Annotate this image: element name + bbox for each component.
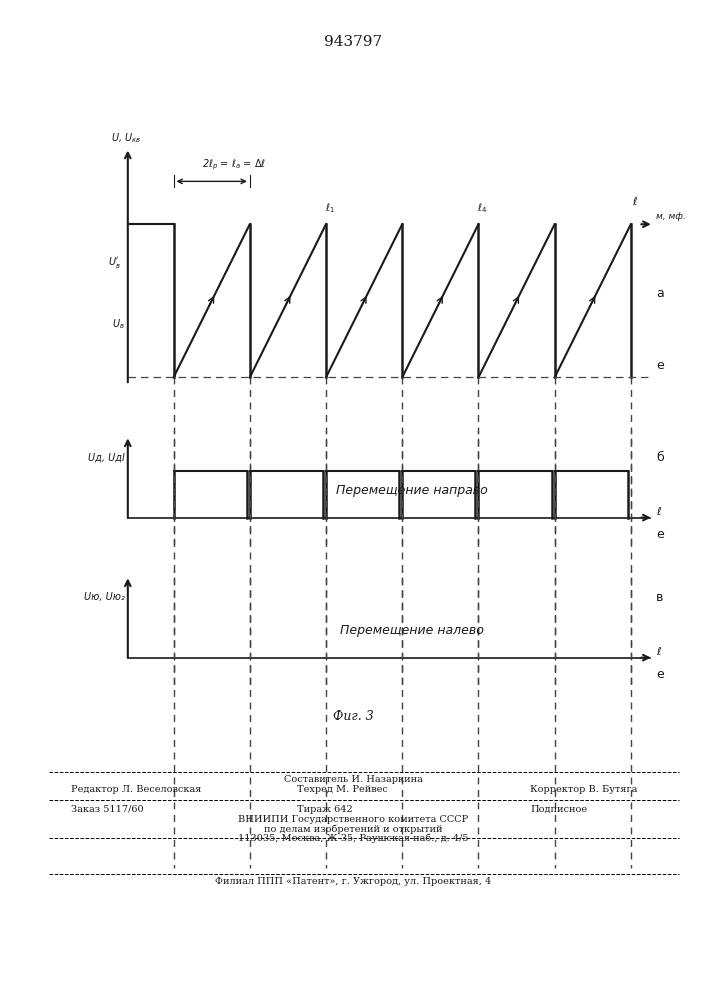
Text: U, U$_{кв}$: U, U$_{кв}$ — [111, 131, 141, 145]
Text: 2$\ell_р$ = $\ell_а$ = $\Delta\ell$: 2$\ell_р$ = $\ell_а$ = $\Delta\ell$ — [202, 158, 267, 172]
Text: Тираж 642: Тираж 642 — [297, 804, 353, 814]
Text: а: а — [656, 287, 664, 300]
Text: Заказ 5117/60: Заказ 5117/60 — [71, 804, 144, 814]
Text: по делам изобретений и открытий: по делам изобретений и открытий — [264, 824, 443, 834]
Text: в: в — [656, 591, 663, 604]
Text: 943797: 943797 — [325, 35, 382, 49]
Text: Фиг. 3: Фиг. 3 — [333, 710, 374, 724]
Text: б: б — [656, 451, 664, 464]
Text: U$_{в}$: U$_{в}$ — [112, 317, 124, 331]
Text: Подписное: Подписное — [530, 804, 588, 814]
Text: ВНИИПИ Государственного комитета СССР: ВНИИПИ Государственного комитета СССР — [238, 816, 469, 824]
Text: 113035, Москва, Ж-35, Раушская наб., д. 4/5: 113035, Москва, Ж-35, Раушская наб., д. … — [238, 833, 469, 843]
Text: е: е — [656, 668, 664, 681]
Text: Филиал ППП «Патент», г. Ужгород, ул. Проектная, 4: Филиал ППП «Патент», г. Ужгород, ул. Про… — [216, 878, 491, 886]
Text: м, мф.: м, мф. — [656, 212, 686, 221]
Text: $\ell$: $\ell$ — [631, 195, 638, 207]
Text: ℓ: ℓ — [656, 507, 660, 517]
Text: Редактор Л. Веселовская: Редактор Л. Веселовская — [71, 786, 201, 794]
Text: Перемещение налево: Перемещение налево — [340, 624, 484, 637]
Text: ℓ: ℓ — [656, 647, 660, 657]
Text: $\ell_1$: $\ell_1$ — [325, 201, 334, 215]
Text: е: е — [656, 359, 664, 372]
Text: Корректор В. Бутяга: Корректор В. Бутяга — [530, 786, 638, 794]
Text: $\ell_4$: $\ell_4$ — [477, 201, 487, 215]
Text: U$_{в}'$: U$_{в}'$ — [108, 255, 121, 270]
Text: Техред М. Рейвес: Техред М. Рейвес — [297, 786, 388, 794]
Text: Перемещение направо: Перемещение направо — [336, 484, 488, 497]
Text: Uд, UдІ: Uд, UдІ — [88, 452, 124, 462]
Text: е: е — [656, 528, 664, 541]
Text: Uю, Uю₂: Uю, Uю₂ — [84, 592, 124, 602]
Text: Составитель И. Назаркина: Составитель И. Назаркина — [284, 774, 423, 784]
